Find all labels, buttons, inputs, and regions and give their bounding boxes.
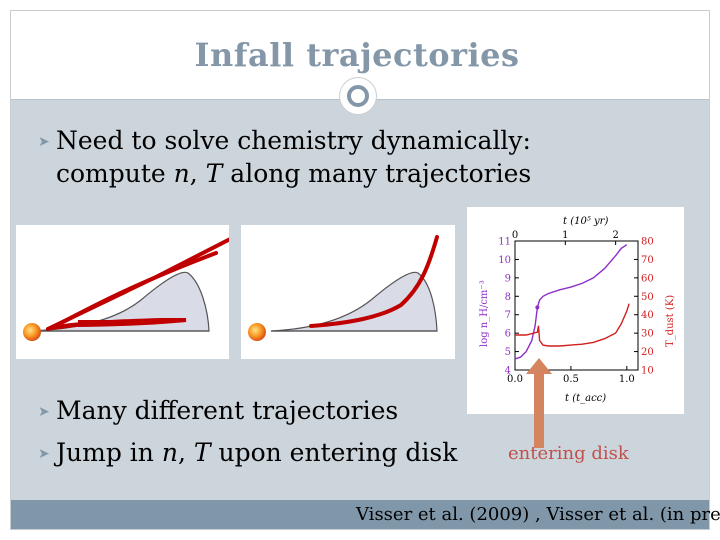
y-right-tick-label: 50: [641, 292, 654, 303]
trajectory-panel-2: [241, 225, 455, 359]
y-right-tick-label: 30: [641, 329, 654, 340]
top-axis-label: t (10⁵ yr): [563, 216, 608, 227]
y-left-tick-label: 10: [498, 255, 511, 266]
y-right-tick-label: 70: [641, 255, 654, 266]
variable-n: n: [173, 159, 190, 188]
bullet-solve-chemistry: ➤ Need to solve chemistry dynamically:: [38, 125, 531, 158]
trajectory-line: [46, 251, 218, 331]
bullet-arrow-icon: ➤: [38, 446, 50, 462]
chart-svg: t (10⁵ yr) t (t_acc) log n_H/cm⁻³ T_dust…: [479, 216, 676, 404]
variable-n: n: [161, 438, 178, 467]
variable-T: T: [193, 438, 211, 467]
entering-disk-annotation: entering disk: [508, 443, 629, 464]
top-tick-label: 2: [612, 230, 618, 241]
x-tick-label: 1.0: [619, 374, 635, 385]
bullet-text: Many different trajectories: [56, 396, 399, 425]
trajectory-panel-1: [16, 225, 240, 359]
protostar-icon: [248, 323, 266, 341]
bullet-text: ,: [189, 159, 206, 188]
protostar-icon: [23, 323, 41, 341]
bullet-text: Jump in: [56, 438, 162, 467]
bullet-text: Need to solve chemistry dynamically:: [56, 126, 531, 155]
y-left-tick-label: 4: [505, 366, 511, 377]
y-right-tick-label: 10: [641, 366, 654, 377]
y-left-tick-label: 11: [498, 237, 511, 248]
jump-marker: [535, 305, 540, 310]
bullet-text: upon entering disk: [210, 438, 458, 467]
top-tick-label: 1: [562, 230, 568, 241]
y-right-tick-label: 20: [641, 347, 654, 358]
x-tick-label: 0.0: [507, 374, 523, 385]
y-left-tick-label: 6: [505, 329, 511, 340]
bullet-text: compute: [56, 159, 174, 188]
divider-circle-icon: [340, 78, 376, 114]
citation-text: Visser et al. (2009) , Visser et al. (in…: [356, 504, 720, 525]
y-left-tick-label: 8: [505, 292, 511, 303]
y-left-tick-label: 5: [505, 347, 511, 358]
bullet-solve-chemistry-line2: compute n, T along many trajectories: [56, 158, 531, 189]
y-left-tick-label: 9: [505, 273, 511, 284]
x-tick-label: 0.5: [563, 374, 579, 385]
y-left-axis-label: log n_H/cm⁻³: [479, 280, 490, 347]
y-left-tick-label: 7: [505, 310, 511, 321]
density-series-line: [514, 244, 628, 360]
top-tick-label: 0: [512, 230, 518, 241]
bullet-arrow-icon: ➤: [38, 134, 50, 150]
y-right-axis-label: T_dust (K): [665, 295, 676, 347]
y-right-tick-label: 40: [641, 310, 654, 321]
plot-frame: [514, 240, 639, 371]
trajectory-diagram-2: [248, 235, 439, 341]
y-right-tick-label: 80: [641, 237, 654, 248]
trajectory-band: [78, 320, 123, 326]
trajectory-diagram-1: [23, 233, 240, 341]
variable-T: T: [205, 159, 223, 188]
bullet-text: ,: [177, 438, 194, 467]
trajectory-line: [309, 235, 439, 328]
bullet-text: along many trajectories: [222, 159, 532, 188]
y-right-tick-label: 60: [641, 273, 654, 284]
footer-bar: [11, 500, 709, 529]
temperature-series-line: [515, 303, 630, 347]
up-arrow-icon: [526, 358, 552, 448]
bullet-arrow-icon: ➤: [38, 404, 50, 420]
density-temperature-chart: t (10⁵ yr) t (t_acc) log n_H/cm⁻³ T_dust…: [467, 207, 684, 414]
bullet-jump-entering-disk: ➤ Jump in n, T upon entering disk: [38, 437, 457, 470]
bullet-many-trajectories: ➤ Many different trajectories: [38, 395, 398, 428]
x-axis-label: t (t_acc): [565, 393, 606, 404]
slide-title: Infall trajectories: [194, 36, 520, 74]
